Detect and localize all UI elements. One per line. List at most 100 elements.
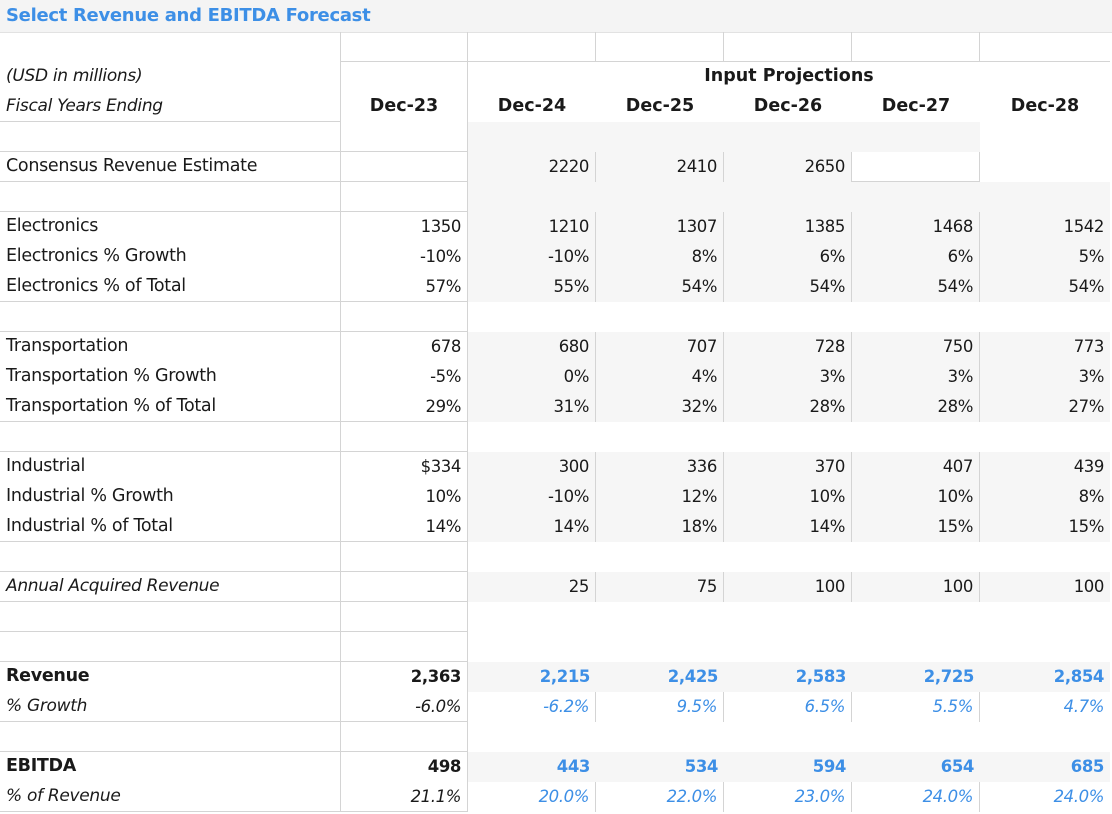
- value-cell[interactable]: 55%: [468, 272, 596, 302]
- value-cell[interactable]: -6.2%: [468, 692, 596, 722]
- value-cell[interactable]: 57%: [340, 272, 468, 302]
- value-cell[interactable]: 24.0%: [852, 782, 980, 812]
- value-cell[interactable]: 750: [852, 332, 980, 362]
- value-cell[interactable]: 1468: [852, 212, 980, 242]
- spacer-cell[interactable]: [980, 32, 1110, 62]
- value-cell[interactable]: 15%: [852, 512, 980, 542]
- year-header[interactable]: Dec-28: [1010, 96, 1080, 116]
- year-header[interactable]: Dec-26: [753, 96, 823, 116]
- value-cell[interactable]: 21.1%: [340, 782, 468, 812]
- blank-cell[interactable]: [0, 422, 340, 452]
- value-cell[interactable]: 2,425: [596, 662, 724, 692]
- ebitda-label[interactable]: EBITDA: [6, 756, 77, 776]
- transportation-label[interactable]: Transportation: [6, 336, 129, 356]
- value-cell[interactable]: 1350: [340, 212, 468, 242]
- header-cell[interactable]: [340, 62, 468, 92]
- value-cell[interactable]: 678: [340, 332, 468, 362]
- spacer-cell[interactable]: [468, 32, 596, 62]
- industrial-growth-label[interactable]: Industrial % Growth: [6, 486, 174, 506]
- value-cell[interactable]: 25: [468, 572, 596, 602]
- value-cell[interactable]: -10%: [468, 482, 596, 512]
- value-cell[interactable]: 14%: [340, 512, 468, 542]
- value-cell[interactable]: [980, 152, 1110, 182]
- value-cell[interactable]: 1542: [980, 212, 1110, 242]
- value-cell[interactable]: 5%: [980, 242, 1110, 272]
- industrial-label[interactable]: Industrial: [6, 456, 86, 476]
- value-cell[interactable]: 6%: [852, 242, 980, 272]
- value-cell[interactable]: 3%: [980, 362, 1110, 392]
- value-cell[interactable]: 20.0%: [468, 782, 596, 812]
- value-cell[interactable]: 100: [724, 572, 852, 602]
- value-cell[interactable]: $334: [340, 452, 468, 482]
- consensus-label[interactable]: Consensus Revenue Estimate: [0, 152, 340, 182]
- value-cell[interactable]: 1210: [468, 212, 596, 242]
- value-cell[interactable]: 4%: [596, 362, 724, 392]
- fiscal-years-label[interactable]: Fiscal Years Ending: [0, 92, 340, 122]
- blank-cell[interactable]: [0, 602, 340, 632]
- value-cell[interactable]: 15%: [980, 512, 1110, 542]
- value-cell[interactable]: 28%: [852, 392, 980, 422]
- value-cell[interactable]: 534: [596, 752, 724, 782]
- value-cell[interactable]: 6.5%: [724, 692, 852, 722]
- value-cell[interactable]: 54%: [724, 272, 852, 302]
- value-cell[interactable]: 3%: [852, 362, 980, 392]
- value-cell[interactable]: -6.0%: [340, 692, 468, 722]
- value-cell[interactable]: 8%: [596, 242, 724, 272]
- value-cell[interactable]: 10%: [852, 482, 980, 512]
- blank-cell[interactable]: [340, 122, 468, 152]
- blank-cell[interactable]: [852, 182, 980, 212]
- value-cell[interactable]: 707: [596, 332, 724, 362]
- electronics-label[interactable]: Electronics: [6, 216, 99, 236]
- value-cell[interactable]: [852, 152, 980, 182]
- value-cell[interactable]: 54%: [852, 272, 980, 302]
- value-cell[interactable]: 498: [340, 752, 468, 782]
- blank-cell[interactable]: [0, 122, 340, 152]
- value-cell[interactable]: 12%: [596, 482, 724, 512]
- revenue-growth-label[interactable]: % Growth: [0, 692, 340, 722]
- value-cell[interactable]: 9.5%: [596, 692, 724, 722]
- blank-cell[interactable]: [724, 182, 852, 212]
- blank-cell[interactable]: [596, 122, 724, 152]
- value-cell[interactable]: 2,583: [724, 662, 852, 692]
- value-cell[interactable]: 3%: [724, 362, 852, 392]
- value-cell[interactable]: 443: [468, 752, 596, 782]
- value-cell[interactable]: 29%: [340, 392, 468, 422]
- value-cell[interactable]: 0%: [468, 362, 596, 392]
- year-header[interactable]: Dec-23: [340, 92, 468, 122]
- value-cell[interactable]: [340, 572, 468, 602]
- spacer-cell[interactable]: [852, 32, 980, 62]
- value-cell[interactable]: 685: [980, 752, 1110, 782]
- blank-cell[interactable]: [852, 122, 980, 152]
- blank-cell[interactable]: [468, 182, 596, 212]
- spacer-cell[interactable]: [0, 32, 340, 62]
- blank-cell[interactable]: [0, 632, 340, 662]
- value-cell[interactable]: -5%: [340, 362, 468, 392]
- value-cell[interactable]: 75: [596, 572, 724, 602]
- value-cell[interactable]: 18%: [596, 512, 724, 542]
- value-cell[interactable]: 32%: [596, 392, 724, 422]
- blank-cell[interactable]: [340, 632, 468, 662]
- transportation-share-label[interactable]: Transportation % of Total: [0, 392, 340, 422]
- value-cell[interactable]: 2,854: [980, 662, 1110, 692]
- year-header[interactable]: Dec-24: [497, 96, 567, 116]
- value-cell[interactable]: 22.0%: [596, 782, 724, 812]
- value-cell[interactable]: 8%: [980, 482, 1110, 512]
- blank-cell[interactable]: [340, 182, 468, 212]
- blank-cell[interactable]: [596, 182, 724, 212]
- value-cell[interactable]: -10%: [340, 242, 468, 272]
- value-cell[interactable]: 370: [724, 452, 852, 482]
- blank-cell[interactable]: [340, 602, 468, 632]
- value-cell[interactable]: 594: [724, 752, 852, 782]
- blank-cell[interactable]: [0, 722, 340, 752]
- blank-cell[interactable]: [0, 542, 340, 572]
- year-header[interactable]: Dec-27: [881, 96, 951, 116]
- value-cell[interactable]: 10%: [724, 482, 852, 512]
- revenue-label[interactable]: Revenue: [6, 666, 90, 686]
- value-cell[interactable]: 2,725: [852, 662, 980, 692]
- acquired-revenue-label[interactable]: Annual Acquired Revenue: [0, 572, 340, 602]
- value-cell[interactable]: 24.0%: [1053, 787, 1105, 806]
- value-cell[interactable]: 10%: [340, 482, 468, 512]
- value-cell[interactable]: 2410: [596, 152, 724, 182]
- value-cell[interactable]: 14%: [468, 512, 596, 542]
- value-cell[interactable]: 54%: [980, 272, 1110, 302]
